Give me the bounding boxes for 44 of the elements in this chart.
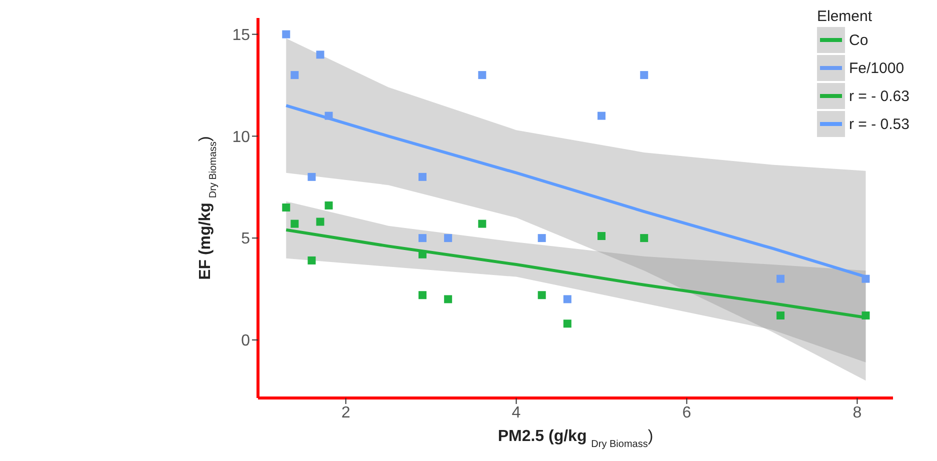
y-tick-label: 5: [241, 230, 250, 248]
point: [324, 201, 333, 210]
legend-label: Fe/1000: [849, 60, 904, 76]
x-tick-label: 4: [512, 404, 521, 422]
point: [776, 311, 784, 320]
point: [418, 172, 427, 181]
x-axis-title: PM2.5 (g/kg $_{Dry Biomass}$): [498, 428, 654, 450]
y-tick-label: 15: [232, 26, 250, 44]
legend-label: r = - 0.53: [849, 116, 910, 132]
x-tick-label: 2: [341, 404, 350, 422]
point: [418, 234, 427, 242]
point: [597, 232, 606, 240]
y-tick-label: 0: [241, 332, 250, 350]
point: [418, 291, 427, 300]
legend-title: Element: [817, 8, 874, 25]
point: [316, 50, 324, 59]
point: [308, 172, 316, 181]
point: [308, 256, 316, 264]
point: [282, 30, 290, 38]
point: [290, 71, 299, 80]
point: [597, 112, 606, 120]
point: [290, 220, 299, 228]
x-tick-label: 8: [852, 404, 862, 422]
point: [324, 112, 333, 120]
point: [444, 234, 452, 242]
point: [776, 274, 784, 283]
point: [538, 291, 546, 300]
point: [316, 218, 324, 226]
point: [640, 234, 648, 242]
point: [563, 320, 572, 328]
legend-label: Co: [849, 32, 868, 48]
point: [538, 234, 546, 242]
point: [862, 311, 870, 320]
x-tick-label: 6: [682, 404, 692, 422]
point: [478, 71, 486, 80]
point: [478, 220, 486, 228]
point: [640, 71, 648, 80]
y-tick-label: 10: [232, 128, 250, 146]
point: [862, 274, 870, 283]
legend-label: r = - 0.63: [849, 88, 910, 104]
point: [444, 295, 452, 304]
point: [563, 295, 572, 304]
point: [418, 250, 427, 258]
point: [282, 203, 290, 212]
